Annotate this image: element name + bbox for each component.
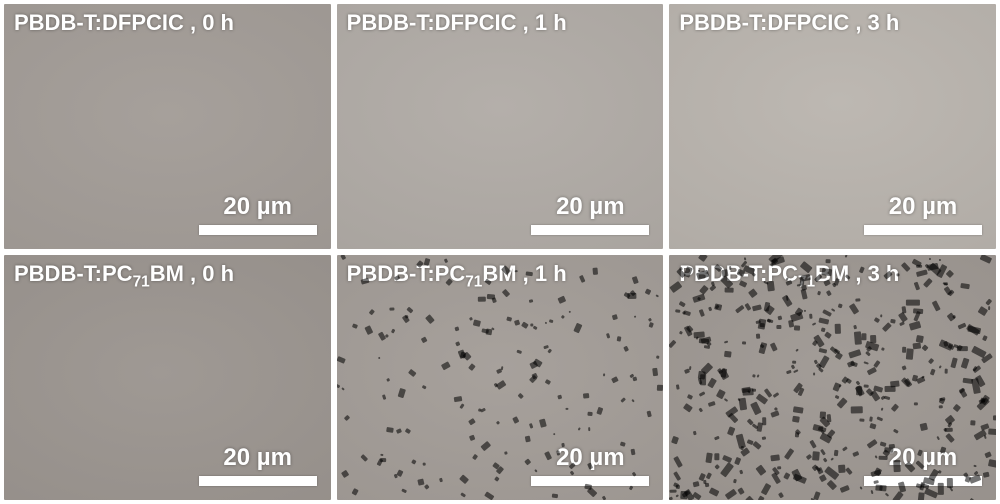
scale-bar-group: 20 µm [864,193,982,235]
scale-bar [864,225,982,235]
scale-bar [531,225,649,235]
scale-bar-group: 20 µm [199,193,317,235]
panel-pc71bm-0h: PBDB-T:PC71BM , 0 h 20 µm [4,255,331,500]
panel-label: PBDB-T:PC71BM , 1 h [347,261,567,287]
scale-bar [864,476,982,486]
scale-bar-group: 20 µm [199,444,317,486]
panel-dfpcic-3h: PBDB-T:DFPCIC , 3 h 20 µm [669,4,996,249]
scale-bar [199,225,317,235]
scale-bar [199,476,317,486]
panel-label: PBDB-T:DFPCIC , 0 h [14,10,234,36]
panel-label: PBDB-T:PC71BM , 0 h [14,261,234,287]
scale-bar-text: 20 µm [556,193,625,221]
panel-label: PBDB-T:DFPCIC , 3 h [679,10,899,36]
scale-bar-text: 20 µm [223,193,292,221]
panel-dfpcic-0h: PBDB-T:DFPCIC , 0 h 20 µm [4,4,331,249]
scale-bar [531,476,649,486]
microscopy-grid: PBDB-T:DFPCIC , 0 h 20 µm PBDB-T:DFPCIC … [0,0,1000,504]
panel-label: PBDB-T:PC71BM , 3 h [679,261,899,287]
panel-label: PBDB-T:DFPCIC , 1 h [347,10,567,36]
scale-bar-text: 20 µm [223,444,292,472]
scale-bar-group: 20 µm [864,444,982,486]
scale-bar-text: 20 µm [556,444,625,472]
scale-bar-text: 20 µm [889,193,958,221]
panel-dfpcic-1h: PBDB-T:DFPCIC , 1 h 20 µm [337,4,664,249]
scale-bar-text: 20 µm [889,444,958,472]
panel-pc71bm-3h: PBDB-T:PC71BM , 3 h 20 µm [669,255,996,500]
panel-pc71bm-1h: PBDB-T:PC71BM , 1 h 20 µm [337,255,664,500]
scale-bar-group: 20 µm [531,444,649,486]
scale-bar-group: 20 µm [531,193,649,235]
